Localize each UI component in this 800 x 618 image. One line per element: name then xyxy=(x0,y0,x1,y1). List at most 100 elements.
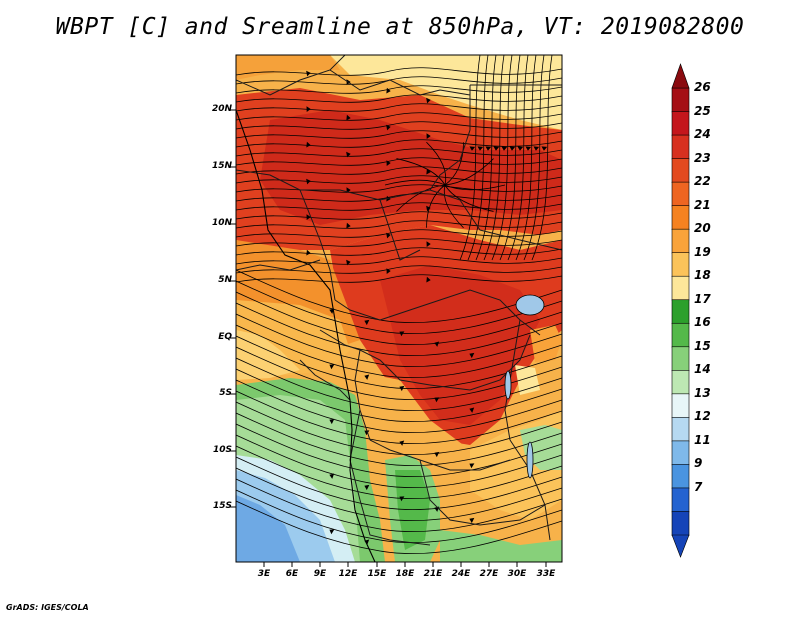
streamline-arrow xyxy=(469,517,475,524)
streamline xyxy=(236,229,562,238)
colorbar-swatch xyxy=(671,417,690,442)
latitude-label: 15S xyxy=(212,501,232,511)
longitude-label: 6E xyxy=(285,569,299,579)
streamline xyxy=(396,158,446,186)
streamline-arrow xyxy=(329,529,335,535)
wbpt-shaded-field xyxy=(236,55,562,562)
longitude-label: 3E xyxy=(257,569,271,579)
colorbar-swatch xyxy=(671,299,690,325)
colorbar-label: 7 xyxy=(694,479,703,494)
streamline-arrow xyxy=(426,97,431,104)
streamline xyxy=(236,412,562,466)
streamline-arrow xyxy=(426,241,431,247)
streamline-arrow xyxy=(426,133,431,139)
streamline xyxy=(236,211,562,220)
streamline xyxy=(236,85,562,94)
streamline-arrow xyxy=(541,146,548,151)
streamline xyxy=(236,390,562,444)
colorbar-label: 20 xyxy=(694,221,711,236)
streamline xyxy=(426,141,447,186)
streamline xyxy=(236,139,562,148)
streamline-arrow xyxy=(469,352,475,359)
colorbar-label: 13 xyxy=(694,385,711,400)
streamline xyxy=(236,445,562,499)
streamline xyxy=(236,202,562,211)
chart-title: WBPT [C] and Sreamline at 850hPa, VT: 20… xyxy=(55,14,745,40)
streamline-arrow xyxy=(346,187,351,193)
streamline xyxy=(236,193,562,202)
colorbar-label: 16 xyxy=(694,315,711,330)
colorbar-swatch xyxy=(671,440,690,466)
streamline-arrow xyxy=(477,146,484,151)
streamline-arrow xyxy=(434,341,440,347)
colorbar-swatch xyxy=(671,228,690,254)
streamline-arrow xyxy=(306,178,311,185)
streamline xyxy=(236,256,562,265)
colorbar-swatch xyxy=(671,134,690,160)
streamline-arrow xyxy=(426,168,431,175)
streamline-arrow xyxy=(533,146,540,151)
streamline-arrow xyxy=(517,146,524,151)
colorbar-label: 23 xyxy=(694,150,711,165)
colorbar-swatch xyxy=(671,370,690,395)
colorbar-label: 9 xyxy=(694,456,703,471)
colorbar-top-arrow xyxy=(671,63,690,89)
colorbar-swatch xyxy=(671,181,690,207)
colorbar-label: 19 xyxy=(694,244,711,259)
streamline xyxy=(236,121,562,130)
streamline xyxy=(236,280,562,334)
longitude-label: 33E xyxy=(536,569,556,579)
streamlines xyxy=(236,55,562,554)
streamline-arrow xyxy=(329,364,335,370)
colorbar-swatch xyxy=(671,252,690,278)
longitude-label: 21E xyxy=(423,569,443,579)
longitude-label: 24E xyxy=(451,569,471,579)
streamline xyxy=(236,434,562,488)
colorbar-label: 14 xyxy=(694,362,711,377)
longitude-label: 15E xyxy=(367,569,387,579)
streamline xyxy=(531,55,553,261)
streamline-arrow xyxy=(386,268,391,274)
streamline xyxy=(384,179,446,186)
streamline-arrow xyxy=(329,418,335,425)
colorbar-label: 21 xyxy=(694,197,711,212)
map-frame xyxy=(235,54,563,563)
streamline xyxy=(444,184,494,212)
streamline xyxy=(467,55,489,261)
streamline xyxy=(236,130,562,139)
streamline-arrow xyxy=(493,146,500,151)
streamline xyxy=(236,220,562,229)
longitude-label: 30E xyxy=(507,569,527,579)
colorbar-swatch xyxy=(671,275,690,301)
grads-credit: GrADS: IGES/COLA xyxy=(6,603,89,612)
streamline xyxy=(236,274,562,283)
streamline xyxy=(236,313,562,367)
streamline xyxy=(475,55,497,261)
longitude-label: 9E xyxy=(313,569,327,579)
colorbar-label: 22 xyxy=(694,174,711,189)
lakes xyxy=(504,294,545,479)
latitude-label: 20N xyxy=(211,104,232,114)
longitude-label: 27E xyxy=(479,569,499,579)
colorbar-swatch xyxy=(671,511,690,536)
streamline xyxy=(236,67,562,76)
colorbar xyxy=(671,63,690,558)
streamline-arrow xyxy=(434,397,440,403)
streamline xyxy=(515,55,537,261)
streamline xyxy=(236,166,562,175)
colorbar-swatch xyxy=(671,346,690,372)
streamline-arrow xyxy=(306,141,311,148)
coastline xyxy=(236,109,376,562)
streamline-arrow xyxy=(306,214,311,220)
streamline xyxy=(236,478,562,532)
streamline-arrow xyxy=(434,451,440,458)
streamline-arrow xyxy=(386,160,391,166)
streamline-arrow xyxy=(364,319,370,326)
latitude-label: 5S xyxy=(219,388,232,398)
streamline-arrow xyxy=(329,473,335,479)
streamline xyxy=(236,103,562,112)
longitude-label: 18E xyxy=(395,569,415,579)
colorbar-swatch xyxy=(671,487,690,513)
colorbar-label: 17 xyxy=(694,291,711,306)
